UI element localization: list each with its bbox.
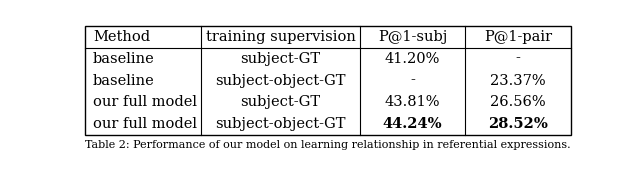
Text: -: - xyxy=(410,73,415,87)
Bar xyxy=(85,26,571,135)
Text: 26.56%: 26.56% xyxy=(490,95,546,109)
Text: P@1-subj: P@1-subj xyxy=(378,30,447,44)
Text: subject-object-GT: subject-object-GT xyxy=(215,117,346,131)
Text: baseline: baseline xyxy=(93,52,155,66)
Text: Table 2: Performance of our model on learning relationship in referential expres: Table 2: Performance of our model on lea… xyxy=(85,141,571,150)
Text: P@1-pair: P@1-pair xyxy=(484,30,552,44)
Text: 23.37%: 23.37% xyxy=(490,73,546,87)
Text: subject-object-GT: subject-object-GT xyxy=(215,73,346,87)
Text: subject-GT: subject-GT xyxy=(241,52,321,66)
Text: 41.20%: 41.20% xyxy=(385,52,440,66)
Text: 43.81%: 43.81% xyxy=(385,95,440,109)
Text: training supervision: training supervision xyxy=(205,30,355,44)
Text: 44.24%: 44.24% xyxy=(383,117,442,131)
Text: 28.52%: 28.52% xyxy=(488,117,548,131)
Text: Method: Method xyxy=(93,30,150,44)
Text: -: - xyxy=(516,52,521,66)
Text: our full model: our full model xyxy=(93,117,197,131)
Text: our full model: our full model xyxy=(93,95,197,109)
Text: subject-GT: subject-GT xyxy=(241,95,321,109)
Text: baseline: baseline xyxy=(93,73,155,87)
